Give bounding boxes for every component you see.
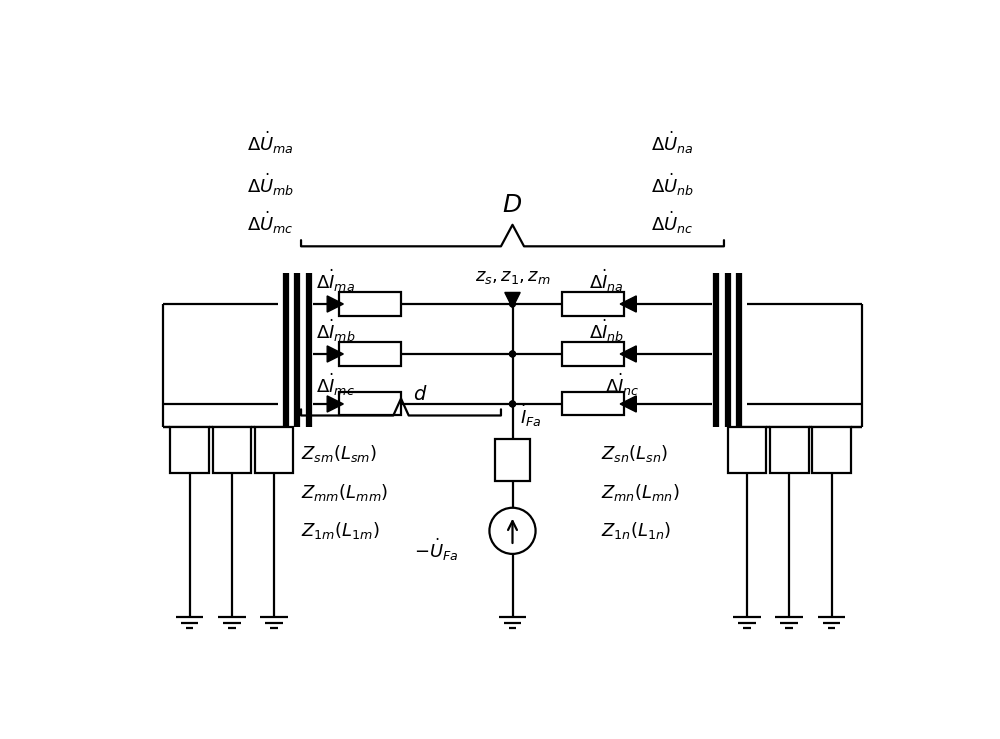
Text: $\Delta\dot{U}_{mb}$: $\Delta\dot{U}_{mb}$ bbox=[247, 171, 295, 198]
Bar bbox=[562, 342, 624, 366]
Text: $\Delta\dot{U}_{nb}$: $\Delta\dot{U}_{nb}$ bbox=[651, 171, 694, 198]
Text: $\Delta\dot{I}_{nc}$: $\Delta\dot{I}_{nc}$ bbox=[605, 372, 639, 398]
Polygon shape bbox=[327, 296, 343, 312]
Polygon shape bbox=[505, 293, 520, 308]
Circle shape bbox=[510, 401, 515, 407]
Bar bbox=[770, 427, 809, 473]
Text: $\Delta\dot{I}_{ma}$: $\Delta\dot{I}_{ma}$ bbox=[316, 268, 355, 294]
Text: $z_s,z_1,z_m$: $z_s,z_1,z_m$ bbox=[475, 268, 550, 285]
Bar bbox=[339, 293, 401, 316]
Text: $\Delta\dot{U}_{nc}$: $\Delta\dot{U}_{nc}$ bbox=[651, 210, 693, 236]
Bar bbox=[213, 427, 251, 473]
Polygon shape bbox=[327, 346, 343, 362]
Bar bbox=[255, 427, 293, 473]
Circle shape bbox=[510, 351, 515, 357]
Text: $Z_{sn}(L_{sn})$: $Z_{sn}(L_{sn})$ bbox=[601, 443, 668, 464]
Bar bbox=[339, 342, 401, 366]
Circle shape bbox=[510, 351, 515, 357]
Text: $Z_{mn}(L_{mn})$: $Z_{mn}(L_{mn})$ bbox=[601, 482, 680, 503]
Circle shape bbox=[510, 301, 515, 307]
Bar bbox=[562, 392, 624, 415]
Text: $Z_{1n}(L_{1n})$: $Z_{1n}(L_{1n})$ bbox=[601, 520, 671, 542]
Polygon shape bbox=[620, 296, 636, 312]
Text: $Z_{1m}(L_{1m})$: $Z_{1m}(L_{1m})$ bbox=[301, 520, 380, 542]
Bar bbox=[170, 427, 209, 473]
Bar bbox=[728, 427, 766, 473]
Bar bbox=[495, 438, 530, 481]
Text: $\Delta\dot{I}_{na}$: $\Delta\dot{I}_{na}$ bbox=[589, 268, 624, 294]
Bar bbox=[562, 293, 624, 316]
Text: $d$: $d$ bbox=[413, 385, 427, 404]
Polygon shape bbox=[620, 346, 636, 362]
Bar bbox=[812, 427, 851, 473]
Polygon shape bbox=[620, 396, 636, 412]
Text: $\Delta\dot{I}_{mb}$: $\Delta\dot{I}_{mb}$ bbox=[316, 318, 356, 344]
Circle shape bbox=[510, 401, 515, 407]
Text: $\Delta\dot{U}_{mc}$: $\Delta\dot{U}_{mc}$ bbox=[247, 210, 294, 236]
Text: $\Delta\dot{I}_{mc}$: $\Delta\dot{I}_{mc}$ bbox=[316, 372, 355, 398]
Text: $\dot{I}_{Fa}$: $\dot{I}_{Fa}$ bbox=[520, 402, 542, 429]
Text: $Z_{sm}(L_{sm})$: $Z_{sm}(L_{sm})$ bbox=[301, 443, 377, 464]
Text: $\Delta\dot{U}_{ma}$: $\Delta\dot{U}_{ma}$ bbox=[247, 129, 294, 156]
Text: $\Delta\dot{I}_{nb}$: $\Delta\dot{I}_{nb}$ bbox=[589, 318, 625, 344]
Text: $-\dot{U}_{Fa}$: $-\dot{U}_{Fa}$ bbox=[414, 537, 459, 563]
Text: $Z_{mm}(L_{mm})$: $Z_{mm}(L_{mm})$ bbox=[301, 482, 388, 503]
Text: $\Delta\dot{U}_{na}$: $\Delta\dot{U}_{na}$ bbox=[651, 129, 693, 156]
Bar bbox=[339, 392, 401, 415]
Polygon shape bbox=[327, 396, 343, 412]
Text: $D$: $D$ bbox=[502, 194, 523, 217]
